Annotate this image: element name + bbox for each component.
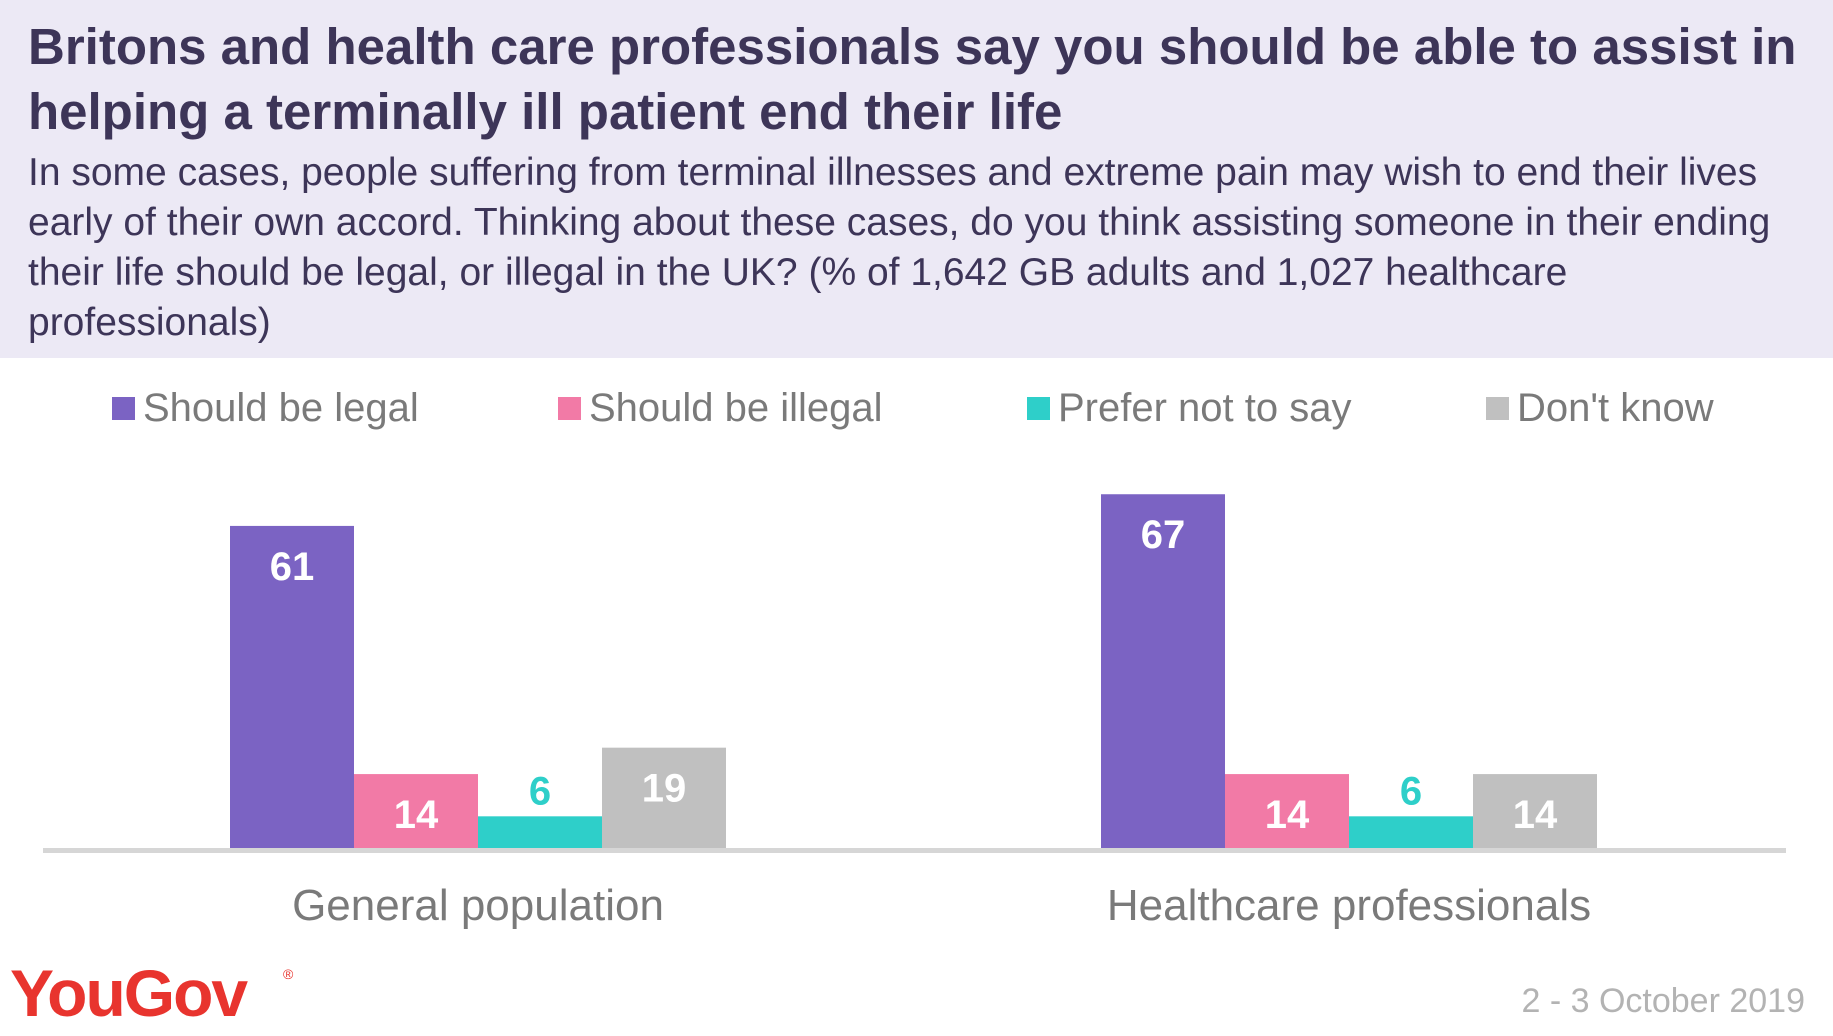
registered-mark: ® (283, 966, 294, 982)
legend-label: Should be legal (143, 385, 419, 430)
category-label-healthcare-professionals: Healthcare professionals (1107, 881, 1591, 930)
bar-don-t-know-general-population (602, 747, 726, 848)
bar-should-be-legal-healthcare-professionals (1101, 494, 1225, 848)
data-label-should-be-legal-general-population: 61 (270, 545, 315, 589)
category-label-general-population: General population (292, 881, 664, 930)
data-label-don-t-know-general-population: 19 (642, 767, 687, 811)
legend-label: Don't know (1517, 385, 1714, 430)
bar-don-t-know-healthcare-professionals (1473, 774, 1597, 848)
bar-should-be-legal-general-population (230, 525, 354, 848)
data-label-prefer-not-to-say-general-population: 6 (529, 769, 551, 813)
data-label-should-be-illegal-healthcare-professionals: 14 (1265, 793, 1310, 837)
legend-swatch (558, 396, 581, 420)
bar-should-be-illegal-general-population (354, 774, 478, 848)
bar-chart: 61 14 6 19 General population 67 14 6 14 Healthca… (43, 494, 1786, 930)
bar-should-be-illegal-healthcare-professionals (1225, 774, 1349, 848)
survey-date: 2 - 3 October 2019 (1521, 982, 1805, 1020)
legend-item-should-be-legal: Should be legal (112, 378, 419, 438)
x-axis-line (43, 848, 1786, 853)
legend-item-dont-know: Don't know (1486, 378, 1714, 438)
data-label-don-t-know-healthcare-professionals: 14 (1513, 793, 1558, 837)
legend-swatch (1027, 396, 1050, 420)
legend-swatch (112, 396, 135, 420)
yougov-logo: YouGov (10, 956, 248, 1030)
legend: Should be legal Should be illegal Prefer… (0, 378, 1833, 438)
data-label-should-be-legal-healthcare-professionals: 67 (1141, 513, 1186, 557)
legend-swatch (1486, 396, 1509, 420)
chart-subtitle: In some cases, people suffering from ter… (28, 151, 1771, 344)
header-band: Britons and health care professionals sa… (0, 0, 1833, 358)
legend-label: Should be illegal (589, 385, 883, 430)
legend-label: Prefer not to say (1058, 385, 1352, 430)
bar-prefer-not-to-say-healthcare-professionals (1349, 816, 1473, 848)
chart-title: Britons and health care professionals sa… (28, 18, 1797, 140)
legend-item-should-be-illegal: Should be illegal (558, 378, 883, 438)
legend-item-prefer-not-to-say: Prefer not to say (1027, 378, 1351, 438)
data-label-should-be-illegal-general-population: 14 (394, 793, 439, 837)
data-label-prefer-not-to-say-healthcare-professionals: 6 (1400, 769, 1422, 813)
bar-prefer-not-to-say-general-population (478, 816, 602, 848)
